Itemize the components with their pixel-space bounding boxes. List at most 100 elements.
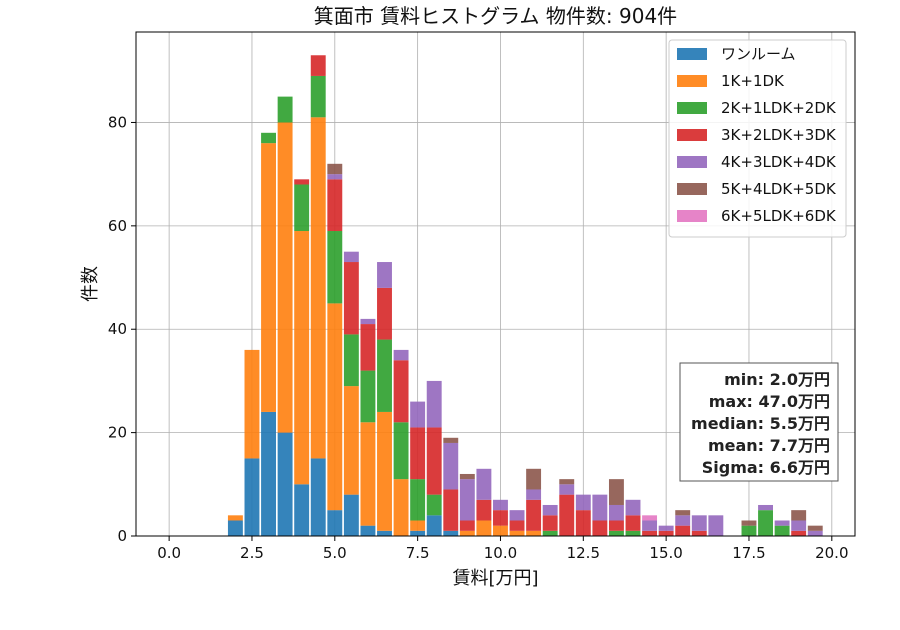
legend-swatch (677, 48, 707, 60)
bar-segment (277, 96, 293, 123)
bar-segment (360, 318, 376, 325)
bar-segment (559, 494, 575, 536)
y-tick-label: 80 (108, 113, 127, 131)
bar-segment (542, 504, 558, 516)
bar-segment (459, 520, 475, 531)
bar-segment (343, 494, 359, 536)
x-tick-label: 10.0 (484, 544, 517, 562)
bar-segment (377, 287, 392, 340)
bar-segment (261, 411, 276, 536)
bar-segment (807, 530, 823, 536)
x-tick-label: 17.5 (732, 544, 765, 562)
bar-segment (493, 499, 508, 511)
plot-frame (135, 31, 856, 537)
legend-swatch (677, 75, 707, 87)
bar-segment (410, 427, 426, 480)
bar-segment (476, 468, 492, 500)
bar-segment (509, 520, 525, 531)
bar-segment (393, 422, 409, 480)
bar-segment (758, 504, 773, 511)
bar-segment (575, 510, 591, 536)
bar-segment (443, 530, 459, 536)
x-tick-label: 0.0 (157, 544, 181, 562)
x-tick-label: 15.0 (649, 544, 682, 562)
y-tick-label: 40 (108, 320, 127, 338)
legend-label: 5K+4LDK+5DK (721, 180, 837, 198)
bar-segment (410, 479, 426, 521)
x-tick-label: 12.5 (567, 544, 600, 562)
bar-segment (360, 422, 376, 526)
stats-line: Sigma: 6.6万円 (702, 458, 830, 477)
bar-segment (327, 179, 343, 232)
bar-segment (377, 411, 392, 531)
bar-segment (393, 360, 409, 423)
bar-segment (327, 231, 343, 304)
bar-segment (310, 458, 326, 536)
bar-segment (509, 530, 525, 536)
bar-segment (327, 163, 343, 175)
legend-label: 4K+3LDK+4DK (721, 153, 837, 171)
bar-segment (625, 530, 641, 536)
bar-segment (526, 530, 542, 536)
bar-segment (741, 525, 757, 536)
x-tick-label: 5.0 (323, 544, 347, 562)
bar-segment (608, 504, 624, 521)
bar-segment (675, 525, 691, 536)
bar-segment (261, 143, 276, 412)
chart-title: 箕面市 賃料ヒストグラム 物件数: 904件 (314, 4, 677, 28)
bar-segment (526, 489, 542, 500)
bar-segment (459, 479, 475, 521)
bar-segment (294, 484, 310, 536)
bar-segment (559, 484, 575, 495)
legend-swatch (677, 210, 707, 222)
bar-segment (310, 75, 326, 118)
bar-segment (642, 520, 658, 531)
legend-label: ワンルーム (721, 45, 796, 63)
stats-line: min: 2.0万円 (724, 370, 830, 389)
legend-box (668, 39, 847, 238)
bar-segment (592, 520, 608, 536)
bar-segment (559, 479, 575, 485)
bar-segment (459, 473, 475, 480)
bar-segment (791, 510, 807, 521)
bar-segment (459, 530, 475, 536)
bar-segment (493, 525, 508, 536)
legend-label: 1K+1DK (721, 72, 785, 90)
bar-segment (426, 515, 442, 536)
legend: ワンルーム 1K+1DK 2K+1LDK+2DK 3K+2LDK+3DK 4K+3LDK… (668, 39, 847, 238)
bar-segment (608, 530, 624, 536)
x-tick-label: 7.5 (406, 544, 430, 562)
bar-segment (774, 520, 790, 526)
bar-segment (807, 525, 823, 531)
y-axis-title: 件数 (80, 266, 101, 302)
legend-label: 3K+2LDK+3DK (721, 126, 837, 144)
bar-segment (327, 174, 343, 180)
bar-segment (791, 530, 807, 536)
bar-segment (493, 510, 508, 526)
bars (227, 55, 823, 536)
bar-segment (360, 370, 376, 423)
bar-segment (360, 324, 376, 371)
bar-segment (277, 432, 293, 536)
legend-swatch (677, 129, 707, 141)
bar-segment (658, 530, 674, 536)
bar-segment (443, 489, 459, 531)
bar-segment (393, 349, 409, 361)
bar-segment (675, 515, 691, 526)
bar-segment (509, 510, 525, 521)
bar-segment (642, 530, 658, 536)
bar-segment (294, 179, 310, 185)
bar-segment (774, 525, 790, 536)
stats-frame (679, 362, 839, 482)
bar-segment (377, 530, 392, 536)
bar-segment (691, 530, 707, 536)
bar-segment (542, 530, 558, 536)
bar-segment (426, 380, 442, 428)
y-tick-label: 60 (108, 217, 127, 235)
bar-segment (277, 122, 293, 433)
bar-segment (426, 494, 442, 516)
bar-segment (310, 117, 326, 459)
bar-segment (327, 303, 343, 511)
stats-line: mean: 7.7万円 (708, 436, 830, 455)
